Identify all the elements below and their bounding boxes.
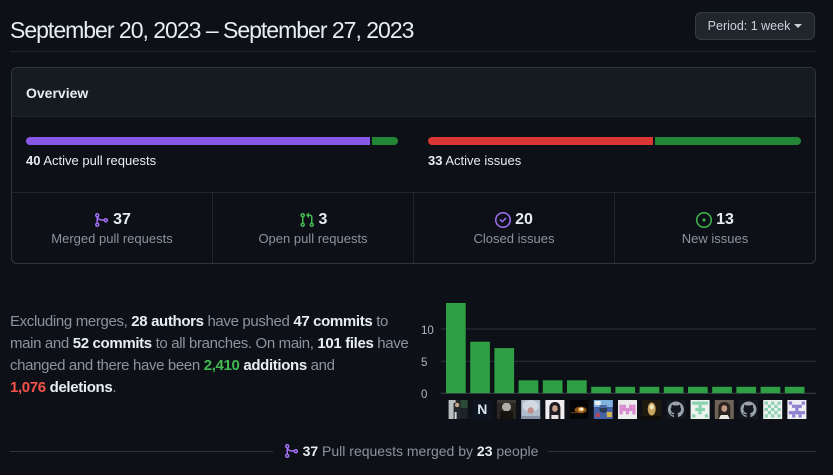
svg-text:10: 10 bbox=[421, 325, 434, 337]
svg-text:N: N bbox=[477, 401, 487, 417]
svg-text:0: 0 bbox=[421, 389, 427, 401]
svg-text:5: 5 bbox=[421, 357, 427, 369]
